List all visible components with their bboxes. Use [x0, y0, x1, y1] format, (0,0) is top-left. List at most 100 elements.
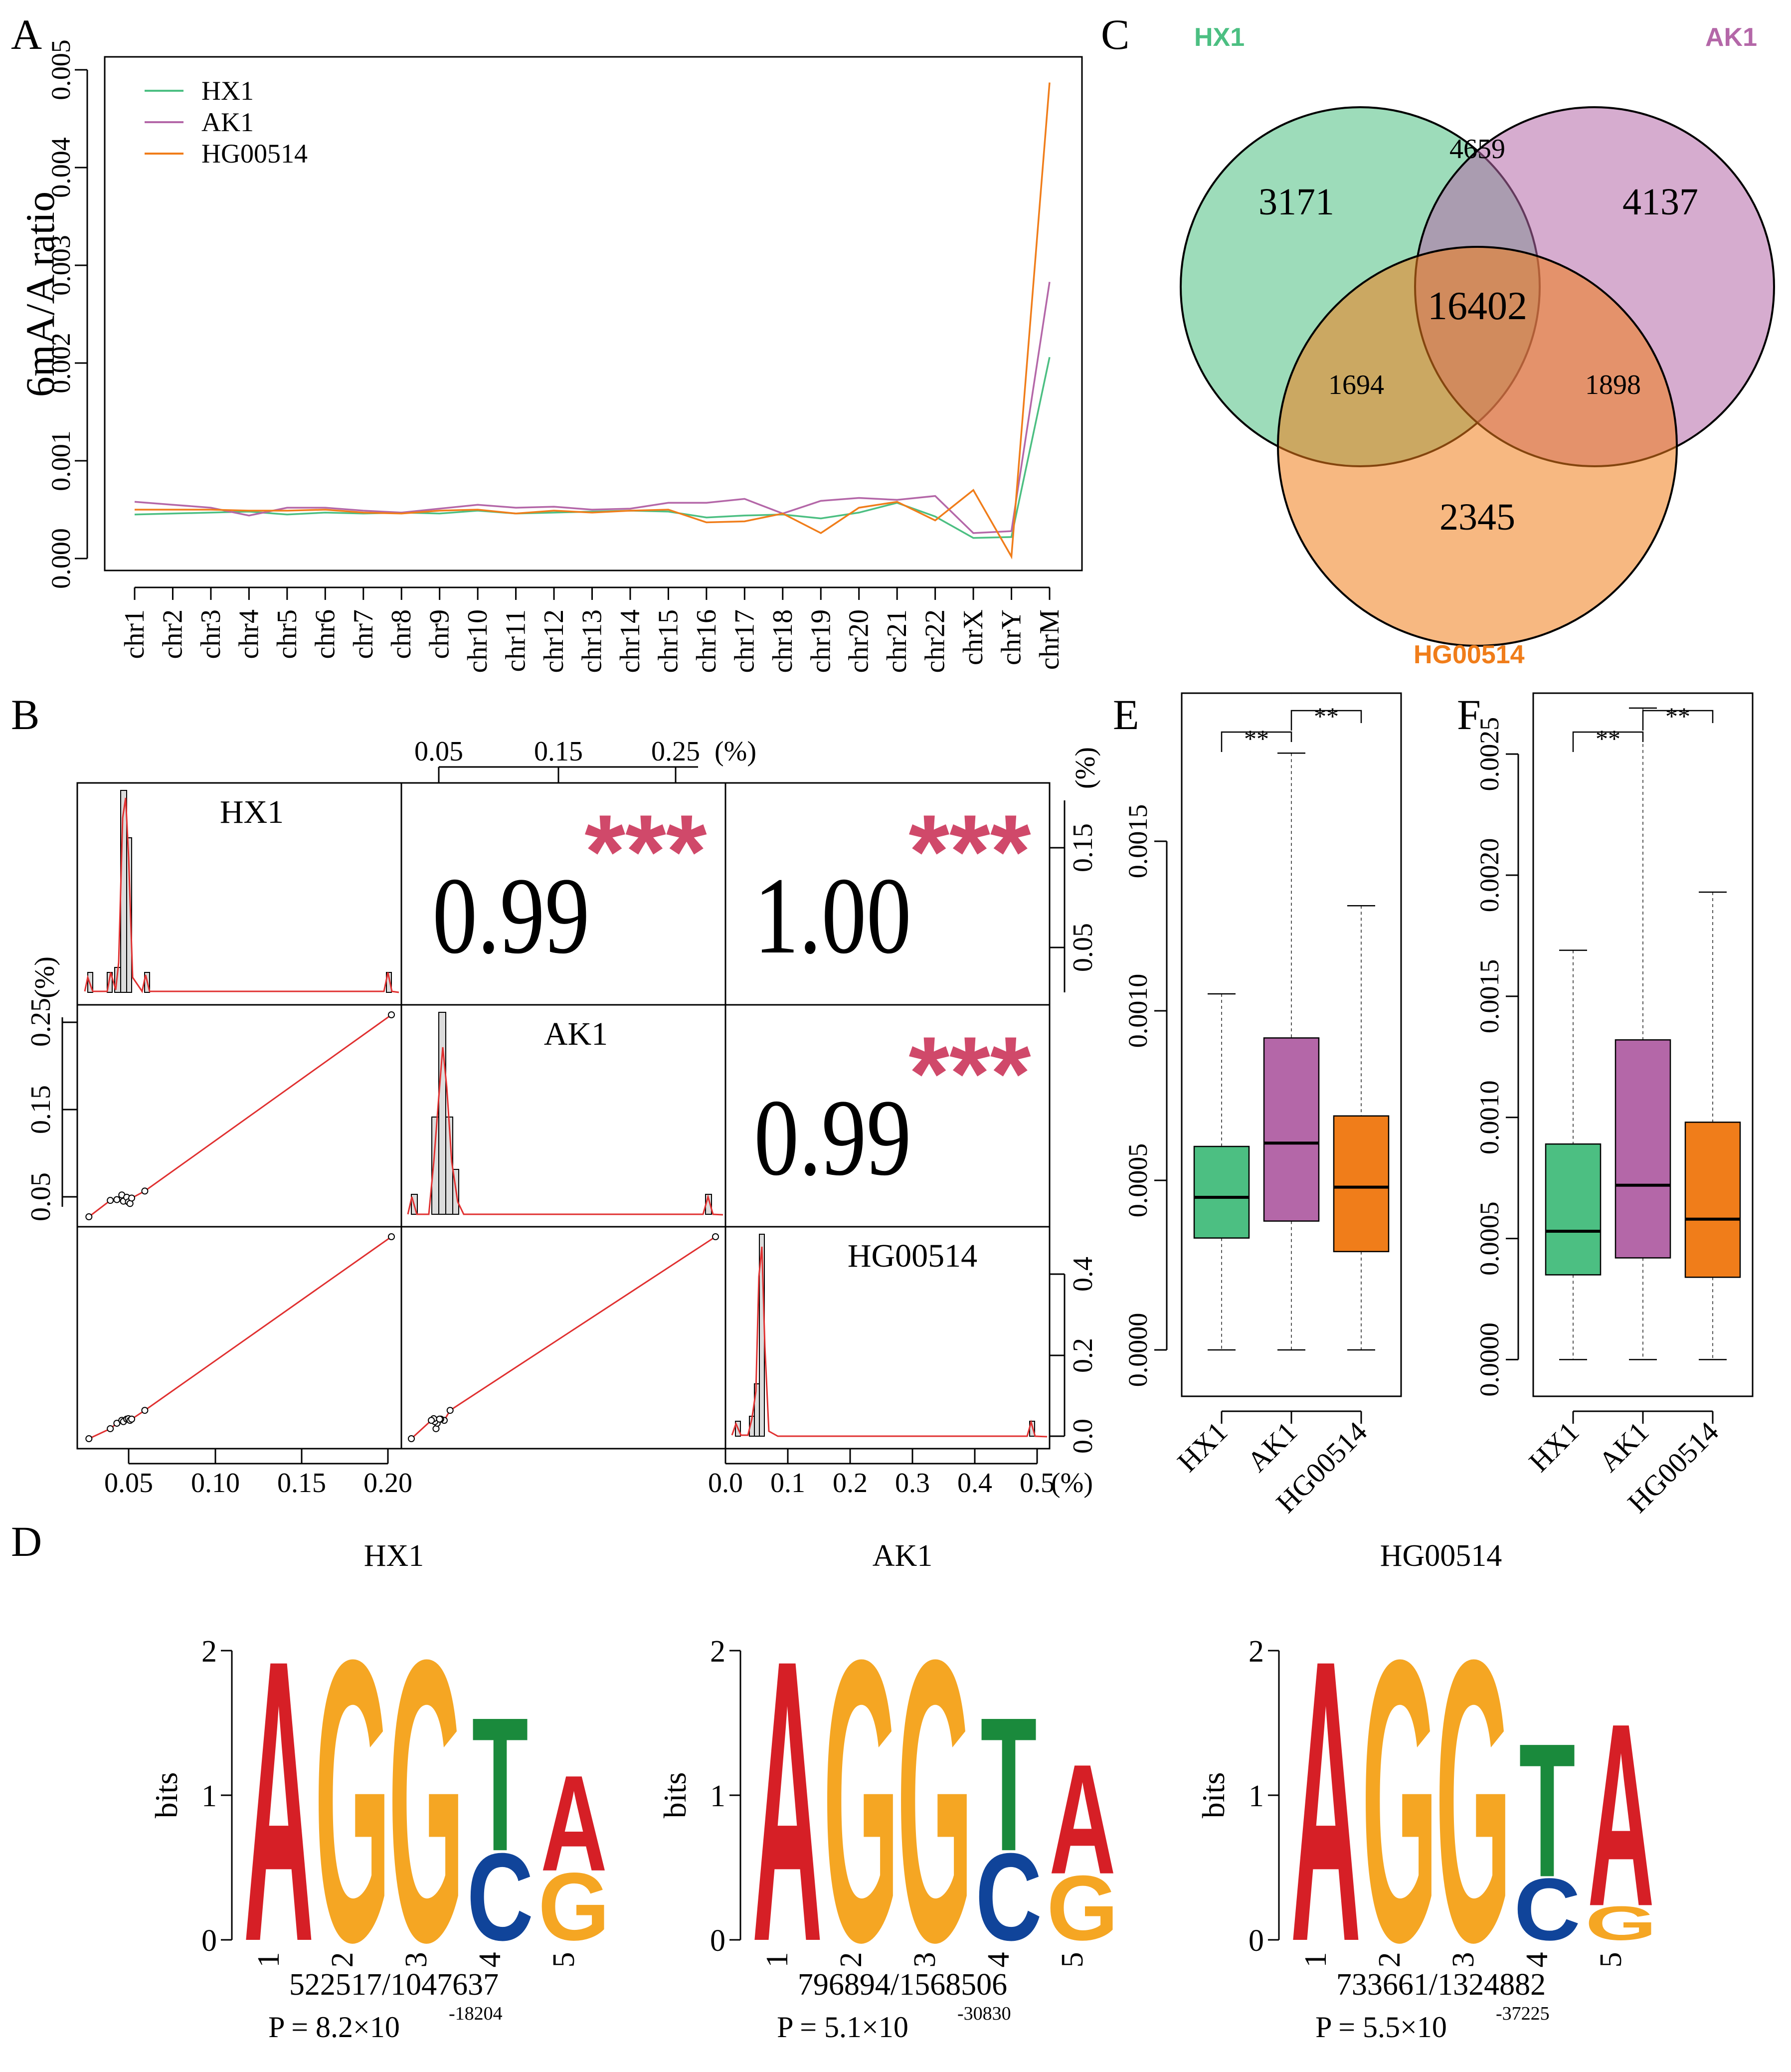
logo-position-label: 1: [1299, 1952, 1333, 1968]
panel-a-x-tick-label: chr13: [577, 609, 608, 673]
hist-hg-density: [731, 1246, 1048, 1438]
panel-a-x-tick-label: chr4: [233, 609, 264, 659]
logo-y-tick-label: 1: [201, 1779, 217, 1813]
panel-a-x-tick-label: chr3: [195, 609, 226, 659]
scatter-point: [128, 1194, 136, 1202]
logo-count: 522517/1047637: [289, 1968, 499, 2002]
venn-count-hx1-hg: 1694: [1328, 370, 1384, 400]
sig-bracket: [1572, 731, 1644, 752]
panel-b-tick-label: (%): [715, 736, 756, 767]
panel-e-label: E: [1113, 691, 1139, 739]
logo-position-label: 2: [1373, 1952, 1407, 1968]
panel-b-tick-label: 0.05: [25, 1172, 56, 1221]
logo-position-label: 4: [473, 1952, 507, 1968]
logo-p-exponent: -18204: [449, 2003, 503, 2024]
hist-hx1-bar: [126, 837, 132, 993]
scatter-hx1-vs-hg: [85, 1233, 395, 1442]
diag-label-hx1: HX1: [220, 794, 284, 830]
logo-letter-C: C: [467, 1827, 534, 1967]
panel-a-label: A: [11, 10, 42, 58]
venn-hg-title: HG00514: [1414, 640, 1525, 669]
box-y-tick-label: 0.0005: [1123, 1143, 1153, 1218]
venn-hg-circle: [1277, 246, 1678, 647]
sig-label: **: [1314, 702, 1339, 730]
panel-b-tick-label: 0.15: [1068, 823, 1098, 872]
panel-a-y-tick-label: 0.003: [46, 235, 76, 296]
sig-bracket: [1221, 731, 1292, 752]
logo-letter-G: G: [1362, 1577, 1437, 2026]
cell-3-3-frame: [724, 1226, 1051, 1450]
logo-p-value: P = 8.2×10: [268, 2011, 400, 2044]
panel-d-label: D: [11, 1517, 42, 1565]
logo-p-value: P = 5.1×10: [777, 2011, 908, 2044]
panel-a-y-tick-label: 0.002: [46, 333, 76, 393]
box-hg00514: [1684, 1122, 1741, 1278]
hist-ak1: [407, 1012, 723, 1216]
panel-b-tick-label: (%): [1051, 1468, 1093, 1499]
panel-f-boxplot: F 0.0000 0.0005 0.0010 0.0015 0.0020 0.0025 HX…: [1457, 691, 1754, 1519]
logo-p-value: P = 5.5×10: [1315, 2011, 1447, 2044]
logo-title: HG00514: [1380, 1539, 1502, 1573]
logo-y-tick-label: 0: [1249, 1924, 1264, 1958]
panel-a-x-tick-label: chr21: [882, 609, 912, 673]
logo-letter-A: A: [540, 1746, 607, 1899]
panel-a-legend: HX1 AK1 HG00514: [145, 76, 308, 169]
corr-hx1-hg-stars: ***: [908, 793, 1031, 910]
scatter-point: [107, 1197, 114, 1204]
logo-y-tick-label: 0: [710, 1924, 725, 1958]
hist-hx1: [84, 790, 399, 993]
logo-letter-T: T: [1519, 1703, 1575, 1917]
scatter-point: [436, 1415, 443, 1423]
corr-ak1-hg-stars: ***: [908, 1015, 1031, 1132]
logo-letter-T: T: [472, 1678, 528, 1891]
panel-a-x-tick-label: chr6: [310, 609, 341, 659]
hist-ak1-bar: [431, 1117, 439, 1215]
hist-ak1-bar: [438, 1012, 446, 1215]
sig-label: **: [1244, 725, 1269, 753]
logo-p-exponent: -37225: [1496, 2003, 1550, 2024]
scatter-point: [141, 1187, 149, 1195]
box-hx1: [1545, 1143, 1602, 1276]
scatter-point: [113, 1420, 121, 1427]
box-y-tick-label: 0.0020: [1474, 838, 1504, 913]
logo-letter-G: G: [1585, 1896, 1657, 1950]
panel-a-x-tick-label: chr18: [767, 609, 798, 673]
panel-c-venn: C HX1 AK1 HG00514 3171 4137 4659 16402 1…: [1101, 10, 1775, 669]
scatter-trend-line: [88, 1236, 392, 1440]
panel-a-x-tick-label: chr9: [424, 609, 455, 659]
diag-label-ak1: AK1: [544, 1016, 608, 1052]
panel-a-x-tick-label: chr17: [729, 609, 760, 673]
panel-a-y-tick-label: 0.005: [46, 39, 76, 100]
panel-b-tick-label: 0.4: [1068, 1257, 1098, 1292]
panel-b-tick-label: 0.25: [651, 736, 700, 767]
venn-count-hg-only: 2345: [1439, 496, 1515, 538]
panel-b-label: B: [11, 691, 39, 739]
logo-position-label: 3: [399, 1952, 433, 1968]
logo-y-tick-label: 2: [201, 1635, 217, 1669]
logo-title: AK1: [873, 1539, 933, 1573]
panel-a-x-tick-label: chr12: [538, 609, 569, 673]
logo-letter-A: A: [1290, 1577, 1361, 2026]
panel-a-x-tick-label: chrY: [996, 609, 1027, 665]
logo-y-label: bits: [149, 1772, 184, 1818]
panel-a-x-tick-label: chr1: [119, 609, 150, 659]
scatter-point: [388, 1233, 395, 1240]
panel-b-tick-label: 0.15: [25, 1085, 56, 1134]
logo-p-exponent: -30830: [957, 2003, 1011, 2024]
venn-count-ak1-only: 4137: [1622, 181, 1698, 223]
logo-letter-G: G: [538, 1853, 610, 1961]
box-y-tick-label: 0.0010: [1474, 1080, 1504, 1154]
box-x-tick-label: AK1: [1592, 1415, 1655, 1478]
cell-3-1-frame: [76, 1226, 402, 1450]
logo-y-tick-label: 0: [201, 1924, 217, 1958]
venn-ak1-title: AK1: [1705, 23, 1757, 52]
corr-hx1-ak1-stars: ***: [584, 793, 707, 910]
panel-a-x-tick-label: chr10: [462, 609, 493, 673]
logo-letter-G: G: [388, 1577, 464, 2026]
series-line-hg00514: [135, 82, 1051, 560]
panel-b-tick-label: 0.5: [1020, 1468, 1055, 1499]
corr-ak1-hg-value: 0.99: [754, 1077, 911, 1198]
